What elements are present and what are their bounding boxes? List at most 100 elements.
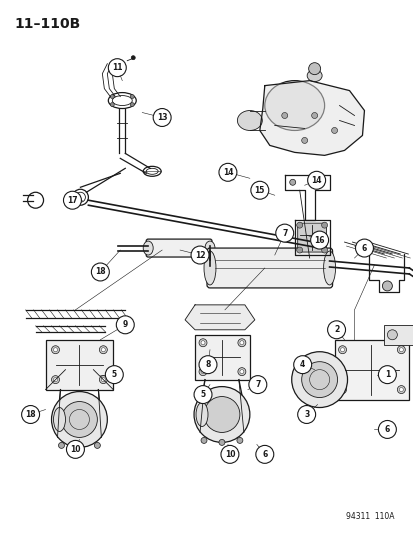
Circle shape — [199, 368, 206, 376]
Circle shape — [318, 179, 324, 185]
Ellipse shape — [204, 251, 216, 285]
Circle shape — [94, 442, 100, 448]
Text: 11: 11 — [112, 63, 122, 72]
Text: 7: 7 — [281, 229, 287, 238]
Circle shape — [387, 330, 396, 340]
Circle shape — [338, 346, 346, 354]
FancyBboxPatch shape — [206, 248, 332, 288]
Circle shape — [110, 94, 114, 99]
Text: 3: 3 — [303, 410, 309, 419]
Circle shape — [355, 239, 373, 257]
Ellipse shape — [143, 241, 153, 255]
Circle shape — [281, 112, 287, 118]
Circle shape — [199, 339, 206, 347]
Circle shape — [204, 397, 239, 432]
Circle shape — [239, 341, 243, 345]
Text: 18: 18 — [25, 410, 36, 419]
Circle shape — [194, 386, 249, 442]
Circle shape — [340, 348, 344, 352]
Circle shape — [51, 376, 59, 384]
Polygon shape — [185, 305, 254, 330]
Ellipse shape — [264, 80, 324, 131]
Circle shape — [130, 94, 134, 99]
Circle shape — [201, 370, 204, 374]
Circle shape — [58, 442, 64, 448]
FancyBboxPatch shape — [195, 335, 249, 379]
Circle shape — [51, 346, 59, 354]
Circle shape — [338, 385, 346, 393]
FancyBboxPatch shape — [45, 340, 113, 390]
Circle shape — [130, 102, 134, 107]
Circle shape — [53, 348, 57, 352]
Circle shape — [236, 438, 242, 443]
Circle shape — [297, 406, 315, 424]
Circle shape — [99, 376, 107, 384]
Circle shape — [382, 281, 392, 291]
Circle shape — [331, 127, 337, 133]
Circle shape — [201, 438, 206, 443]
Circle shape — [296, 222, 302, 228]
FancyBboxPatch shape — [334, 340, 408, 400]
Circle shape — [76, 445, 82, 450]
Text: 10: 10 — [224, 450, 235, 459]
Text: 5: 5 — [112, 370, 116, 379]
Circle shape — [91, 263, 109, 281]
Circle shape — [21, 406, 40, 424]
Circle shape — [291, 352, 347, 408]
Circle shape — [396, 346, 404, 354]
Circle shape — [296, 247, 302, 253]
Circle shape — [377, 366, 395, 384]
FancyBboxPatch shape — [384, 325, 413, 345]
Circle shape — [289, 179, 295, 185]
Ellipse shape — [306, 70, 321, 82]
Circle shape — [131, 56, 135, 60]
Text: 6: 6 — [384, 425, 389, 434]
Circle shape — [275, 224, 293, 242]
Circle shape — [199, 356, 216, 374]
Text: 6: 6 — [261, 450, 267, 459]
Circle shape — [218, 163, 236, 181]
Circle shape — [307, 171, 325, 189]
Text: 10: 10 — [70, 445, 81, 454]
Text: 7: 7 — [254, 380, 260, 389]
Text: 18: 18 — [95, 268, 105, 277]
Circle shape — [239, 370, 243, 374]
Text: 14: 14 — [311, 176, 321, 185]
Ellipse shape — [323, 251, 335, 285]
Text: 6: 6 — [361, 244, 366, 253]
Text: 8: 8 — [205, 360, 210, 369]
Circle shape — [101, 348, 105, 352]
Text: 16: 16 — [313, 236, 324, 245]
Circle shape — [399, 348, 402, 352]
Circle shape — [99, 346, 107, 354]
Circle shape — [377, 421, 395, 439]
Circle shape — [396, 385, 404, 393]
Circle shape — [399, 387, 402, 392]
Circle shape — [201, 341, 204, 345]
Text: 2: 2 — [333, 325, 338, 334]
Circle shape — [321, 222, 327, 228]
Circle shape — [308, 63, 320, 75]
Text: 5: 5 — [200, 390, 205, 399]
Circle shape — [105, 366, 123, 384]
Circle shape — [340, 387, 344, 392]
Circle shape — [237, 339, 245, 347]
Circle shape — [237, 368, 245, 376]
FancyBboxPatch shape — [297, 223, 326, 252]
Circle shape — [101, 377, 105, 382]
Text: 17: 17 — [67, 196, 78, 205]
Text: 4: 4 — [299, 360, 304, 369]
Text: 13: 13 — [157, 113, 167, 122]
Circle shape — [311, 112, 317, 118]
Circle shape — [221, 446, 238, 463]
Circle shape — [310, 231, 328, 249]
Circle shape — [110, 102, 114, 107]
Circle shape — [194, 385, 211, 403]
Circle shape — [321, 247, 327, 253]
Circle shape — [108, 59, 126, 77]
Text: 12: 12 — [194, 251, 205, 260]
Circle shape — [301, 138, 307, 143]
Ellipse shape — [204, 241, 214, 255]
Circle shape — [116, 316, 134, 334]
Circle shape — [63, 191, 81, 209]
